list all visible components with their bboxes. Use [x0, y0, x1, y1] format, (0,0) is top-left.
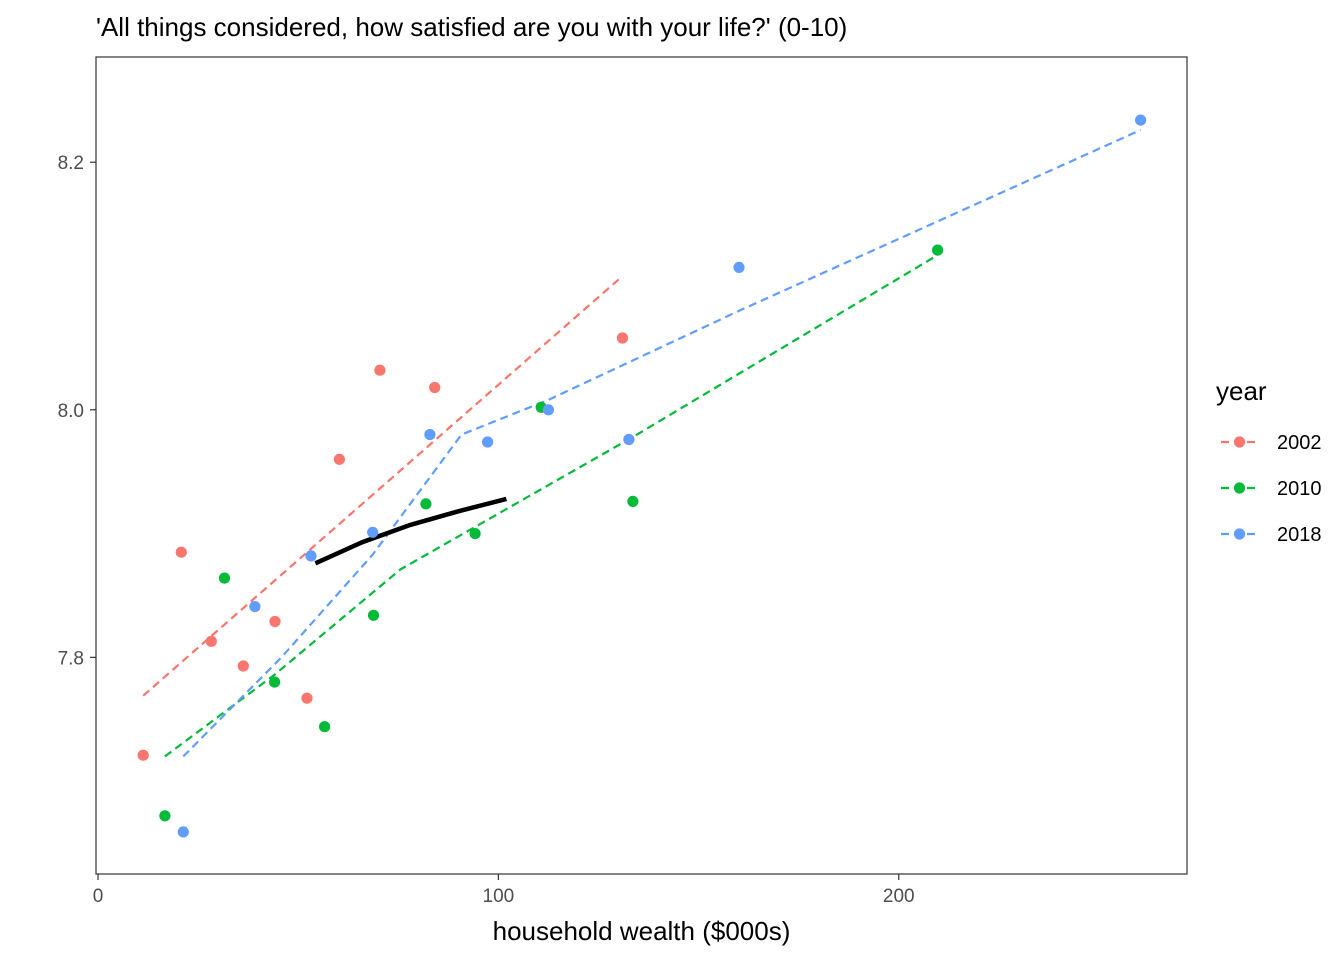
data-point-2002 — [301, 692, 313, 704]
data-point-2010 — [469, 528, 481, 540]
data-point-2002 — [237, 660, 249, 672]
trend-line-2010 — [164, 254, 939, 758]
overall-fit-line — [314, 496, 507, 566]
data-point-2018 — [305, 550, 317, 562]
legend-key-point-2010 — [1233, 482, 1246, 494]
data-point-2010 — [319, 721, 331, 733]
data-point-2002 — [205, 635, 217, 647]
data-point-2002 — [269, 615, 281, 628]
data-point-2002 — [333, 453, 345, 465]
data-point-2010 — [159, 810, 171, 822]
data-point-2018 — [249, 601, 261, 613]
data-point-2010 — [269, 676, 281, 688]
trend-line-2002 — [142, 275, 624, 697]
y-tick-label: 7.8 — [58, 648, 84, 669]
data-points — [137, 114, 1147, 838]
x-tick-label: 200 — [883, 886, 915, 907]
data-point-2018 — [542, 404, 555, 416]
legend-key-point-2002 — [1233, 436, 1246, 448]
plot-panel-border — [95, 56, 1188, 875]
legend-key-point-2018 — [1233, 528, 1246, 540]
trend-line-2018 — [182, 128, 1142, 758]
legend-label-2002: 2002 — [1277, 432, 1322, 454]
data-point-2010 — [420, 498, 432, 510]
data-point-2018 — [623, 433, 635, 446]
legend: year 2002 2010 2018 — [1216, 376, 1322, 546]
data-point-2018 — [367, 526, 379, 538]
y-tick-label: 8.2 — [58, 153, 84, 174]
data-point-2002 — [616, 332, 629, 344]
legend-label-2010: 2010 — [1277, 478, 1322, 500]
x-axis-title: household wealth ($000s) — [493, 916, 791, 946]
data-point-2002 — [429, 381, 441, 394]
data-point-2010 — [932, 244, 944, 256]
data-point-2002 — [374, 364, 386, 376]
overall-fit-layer — [314, 496, 507, 566]
data-point-2002 — [137, 749, 149, 761]
data-point-2018 — [482, 436, 494, 448]
data-point-2018 — [1135, 114, 1147, 126]
x-tick-label: 0 — [93, 886, 104, 907]
y-tick-label: 8.0 — [58, 401, 84, 422]
x-tick-label: 100 — [483, 886, 515, 907]
data-point-2018 — [424, 429, 436, 441]
data-point-2010 — [367, 609, 380, 621]
legend-label-2018: 2018 — [1277, 524, 1322, 546]
data-point-2010 — [218, 572, 231, 584]
axes: 0 100 200 7.8 8.0 8.2 household wealth ($000s) — [58, 153, 915, 946]
trend-lines — [142, 128, 1142, 758]
chart-title: 'All things considered, how satisfied ar… — [96, 12, 848, 42]
data-point-2010 — [627, 495, 639, 507]
data-point-2018 — [177, 826, 189, 838]
data-point-2018 — [733, 261, 745, 273]
data-point-2002 — [175, 546, 187, 558]
legend-title: year — [1216, 376, 1267, 406]
